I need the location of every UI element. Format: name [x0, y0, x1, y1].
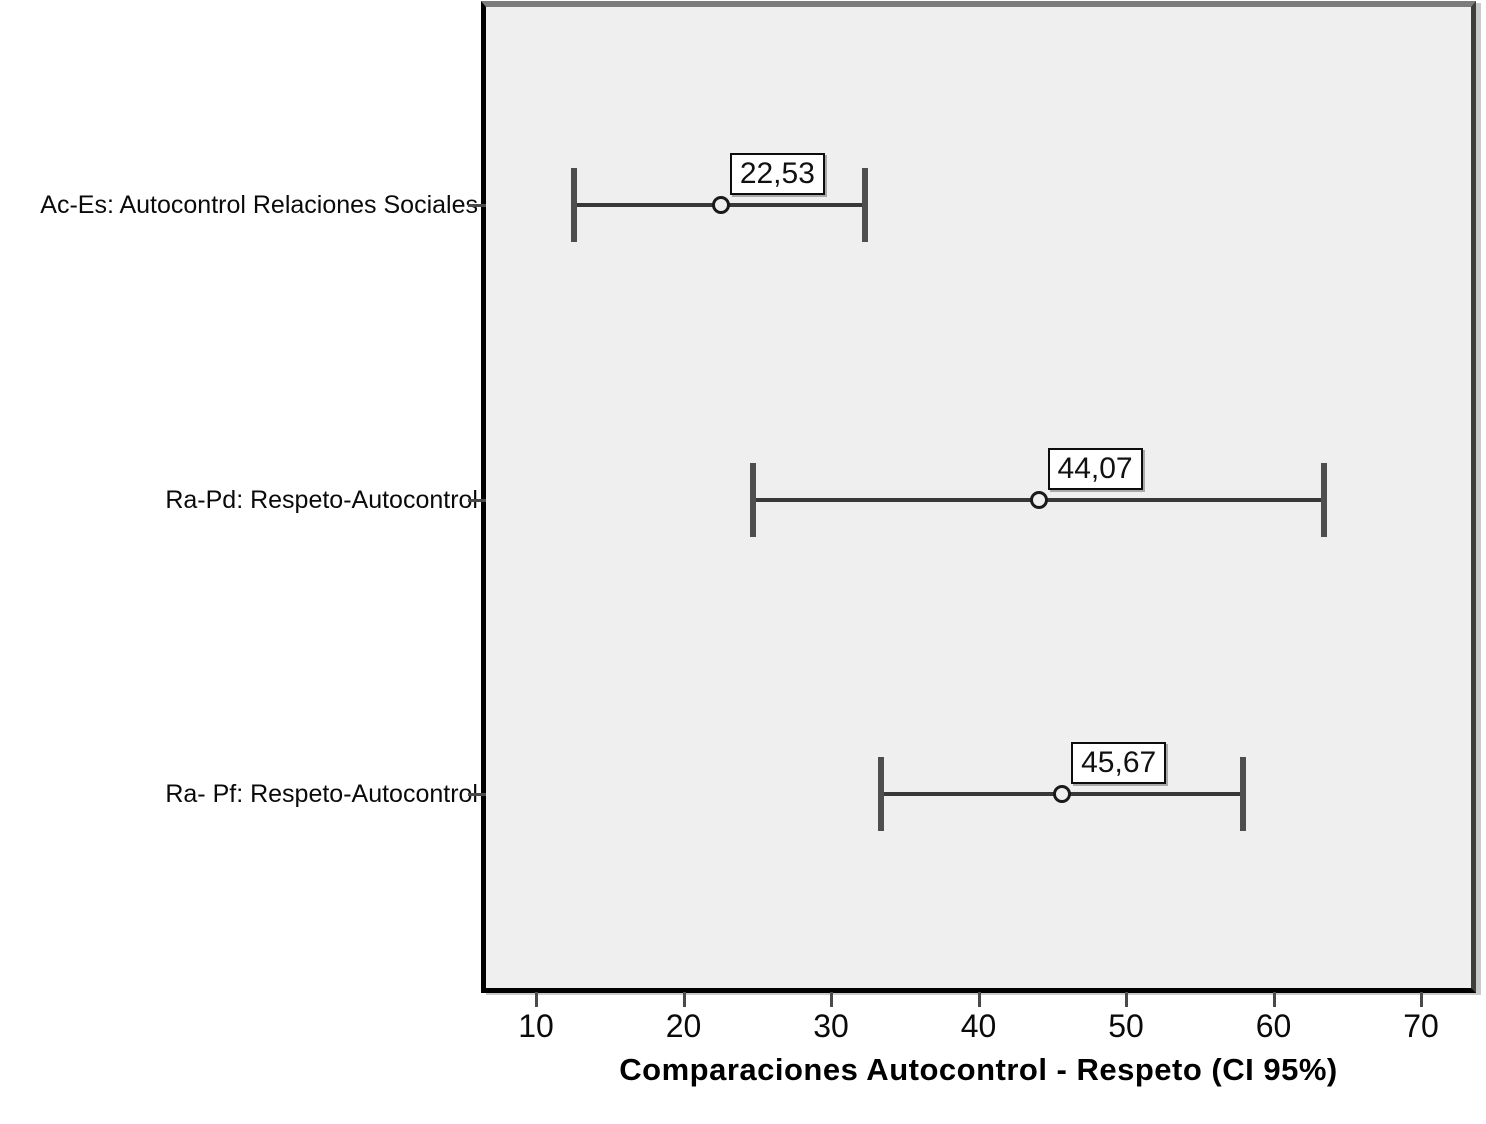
x-axis-title: Comparaciones Autocontrol - Respeto (CI … [619, 1052, 1338, 1087]
mean-value-label: 44,07 [1047, 448, 1143, 490]
ci-cap-high [1320, 463, 1327, 537]
x-tick-label: 70 [1403, 1008, 1439, 1044]
y-tick-mark [468, 793, 486, 796]
ci-cap-low [749, 463, 756, 537]
x-tick-mark [535, 992, 538, 1007]
plot-area: 22,53 44,07 45,67 [481, 1, 1476, 993]
ci-cap-high [861, 168, 868, 242]
mean-value-label: 22,53 [729, 153, 825, 195]
x-tick-mark [682, 992, 686, 1007]
mean-marker-icon [711, 196, 730, 214]
x-axis: 10 20 30 40 50 60 70 [486, 992, 1471, 1052]
y-category-label: Ra- Pf: Respeto-Autocontrol [165, 780, 478, 808]
x-tick-label: 50 [1108, 1008, 1144, 1044]
mean-marker-icon [1053, 785, 1072, 803]
x-tick-label: 60 [1255, 1008, 1292, 1044]
x-tick-mark [1125, 992, 1128, 1007]
y-category-label: Ac-Es: Autocontrol Relaciones Sociales [40, 191, 478, 219]
x-tick-label: 40 [960, 1008, 997, 1044]
mean-marker-icon [1029, 491, 1048, 509]
x-tick-mark [1272, 992, 1276, 1007]
ci-cap-low [878, 757, 885, 831]
y-tick-mark [468, 499, 486, 502]
y-tick-mark [468, 204, 486, 207]
x-tick-mark [977, 992, 981, 1007]
x-tick-label: 20 [665, 1008, 702, 1044]
x-tick-mark [830, 992, 833, 1007]
x-tick-label: 10 [518, 1008, 554, 1044]
x-tick-label: 30 [813, 1008, 849, 1044]
y-category-label: Ra-Pd: Respeto-Autocontrol [165, 486, 478, 514]
ci-cap-low [571, 168, 578, 242]
mean-value-label: 45,67 [1071, 742, 1167, 784]
ci-cap-high [1239, 757, 1246, 831]
x-tick-mark [1420, 992, 1423, 1007]
